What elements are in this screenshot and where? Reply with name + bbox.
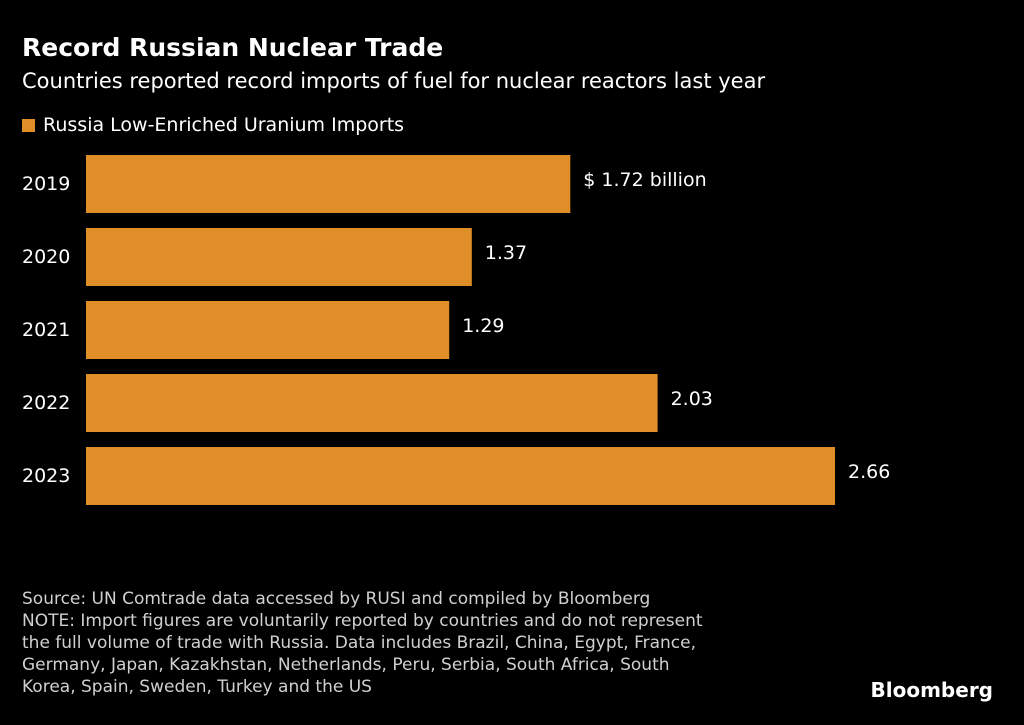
bar-2021 — [86, 301, 450, 359]
chart-title: Record Russian Nuclear Trade — [22, 33, 444, 62]
footnote: Source: UN Comtrade data accessed by RUS… — [22, 588, 802, 698]
bloomberg-logo: Bloomberg — [870, 678, 993, 702]
value-label-2023: 2.66 — [848, 461, 890, 483]
value-label-2020: 1.37 — [485, 242, 527, 264]
value-label-2021: 1.29 — [462, 315, 504, 337]
legend-swatch — [22, 118, 35, 132]
legend-label: Russia Low-Enriched Uranium Imports — [43, 114, 405, 136]
bar-2023 — [86, 447, 835, 505]
bar-2022 — [86, 374, 658, 432]
value-label-2022: 2.03 — [671, 388, 713, 410]
bar-chart: 2019 $ 1.72 billion 2020 1.37 2021 1.29 2022 2.… — [22, 155, 890, 505]
category-label-2023: 2023 — [22, 465, 70, 487]
category-label-2019: 2019 — [22, 173, 70, 195]
category-label-2022: 2022 — [22, 392, 70, 414]
bar-2019 — [86, 155, 571, 213]
disclaimer-note: NOTE: Import figures are voluntarily rep… — [22, 611, 703, 697]
category-label-2021: 2021 — [22, 319, 70, 341]
legend: Russia Low-Enriched Uranium Imports — [22, 111, 404, 139]
category-label-2020: 2020 — [22, 246, 70, 268]
bar-2020 — [86, 228, 472, 286]
source-note: Source: UN Comtrade data accessed by RUS… — [22, 589, 651, 609]
chart-subtitle: Countries reported record imports of fue… — [22, 69, 766, 93]
value-label-2019: $ 1.72 billion — [583, 169, 706, 191]
